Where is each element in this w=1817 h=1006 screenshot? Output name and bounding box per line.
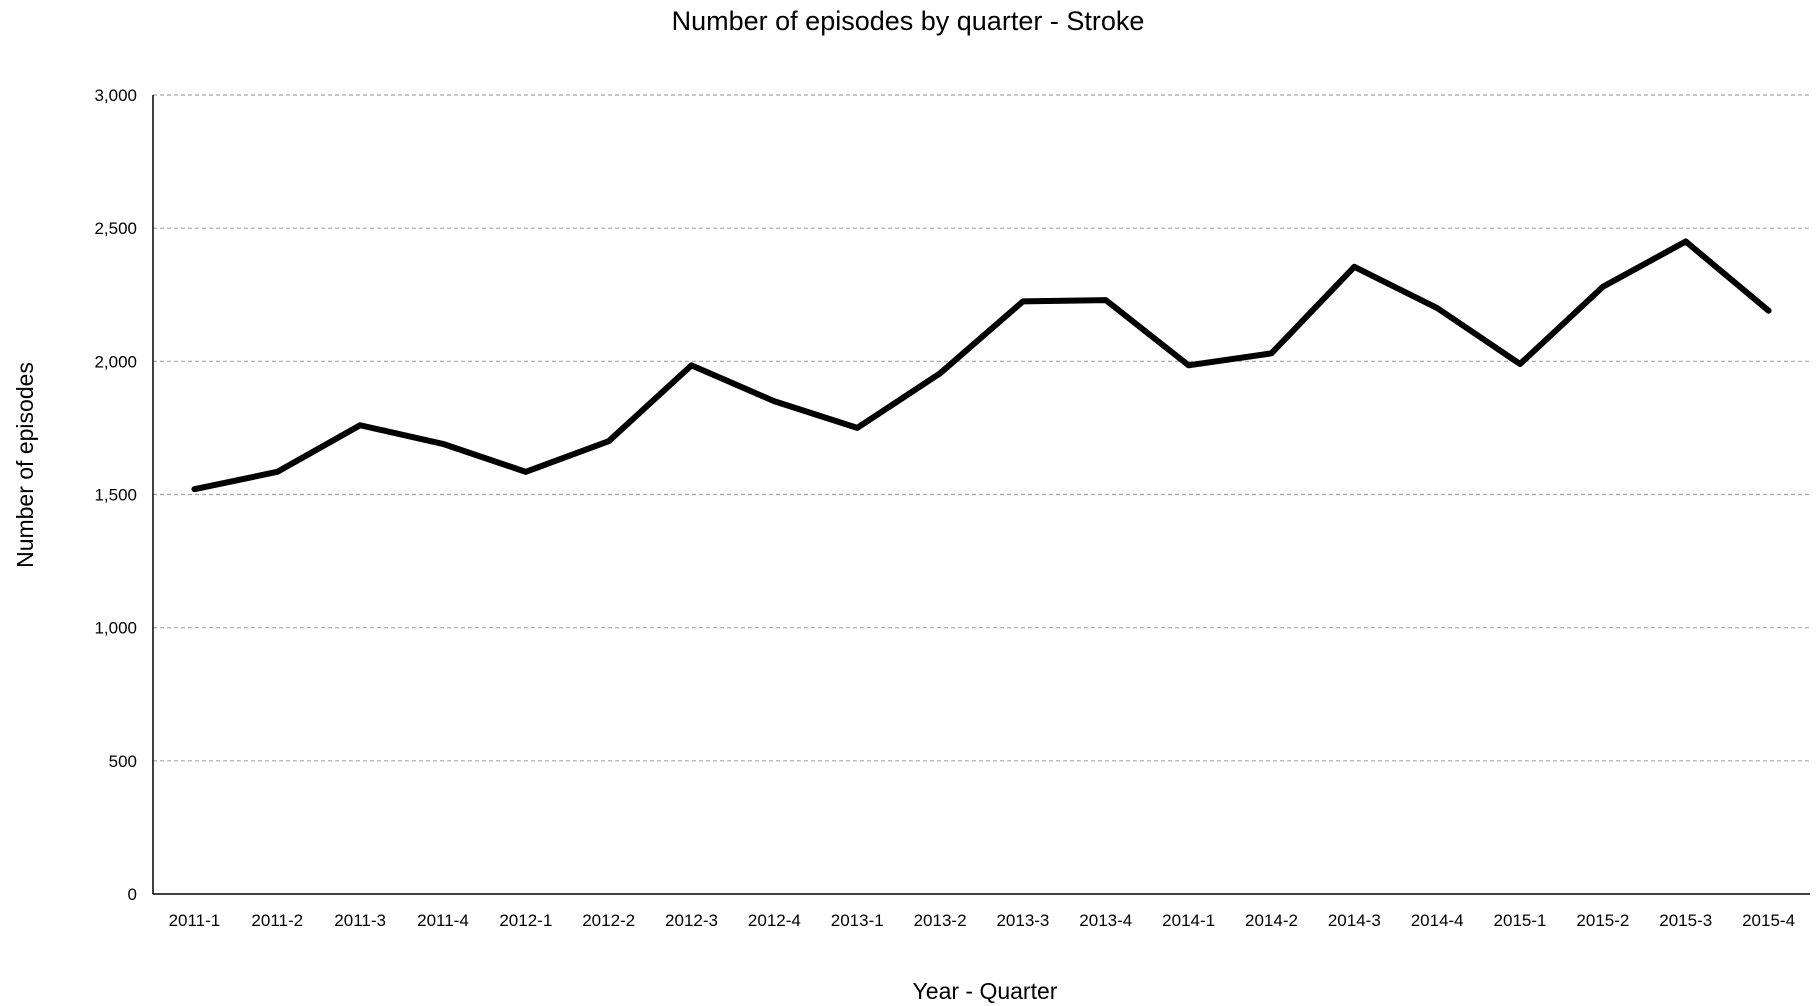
gridlines xyxy=(153,94,1810,762)
x-tick-label: 2013-3 xyxy=(996,911,1049,930)
x-tick-label: 2015-4 xyxy=(1742,911,1795,930)
series-lines xyxy=(191,238,1772,493)
y-axis-ticks: 0 500 1,000 1,500 2,000 2,500 3,000 xyxy=(94,86,137,904)
y-tick-label: 2,000 xyxy=(94,352,137,371)
x-tick-label: 2011-2 xyxy=(251,911,303,930)
x-tick-label: 2015-2 xyxy=(1576,911,1629,930)
x-tick-label: 2011-1 xyxy=(169,911,221,930)
x-tick-label: 2014-2 xyxy=(1245,911,1298,930)
x-tick-label: 2012-2 xyxy=(582,911,635,930)
x-tick-label: 2013-4 xyxy=(1079,911,1132,930)
y-tick-label: 2,500 xyxy=(94,219,137,238)
x-tick-label: 2012-3 xyxy=(665,911,718,930)
x-tick-label: 2014-4 xyxy=(1411,911,1464,930)
y-tick-label: 500 xyxy=(109,752,137,771)
x-tick-label: 2012-4 xyxy=(748,911,801,930)
x-tick-label: 2013-2 xyxy=(914,911,967,930)
x-tick-label: 2011-4 xyxy=(417,911,469,930)
x-axis-ticks: 2011-1 2011-2 2011-3 2011-4 2012-1 2012-2 2012… xyxy=(169,911,1795,930)
y-tick-label: 1,000 xyxy=(94,619,137,638)
x-tick-label: 2015-1 xyxy=(1494,911,1547,930)
x-axis-title: Year - Quarter xyxy=(913,978,1058,1004)
y-tick-label: 3,000 xyxy=(94,86,137,105)
chart-title: Number of episodes by quarter - Stroke xyxy=(672,6,1145,36)
x-tick-label: 2012-1 xyxy=(499,911,552,930)
x-tick-label: 2015-3 xyxy=(1659,911,1712,930)
x-tick-label: 2013-1 xyxy=(831,911,884,930)
x-tick-label: 2014-3 xyxy=(1328,911,1381,930)
x-tick-label: 2014-1 xyxy=(1162,911,1215,930)
y-tick-label: 0 xyxy=(128,885,137,904)
y-axis-title: Number of episodes xyxy=(12,362,38,568)
x-tick-label: 2011-3 xyxy=(334,911,386,930)
series-line xyxy=(191,238,1772,493)
y-tick-label: 1,500 xyxy=(94,486,137,505)
